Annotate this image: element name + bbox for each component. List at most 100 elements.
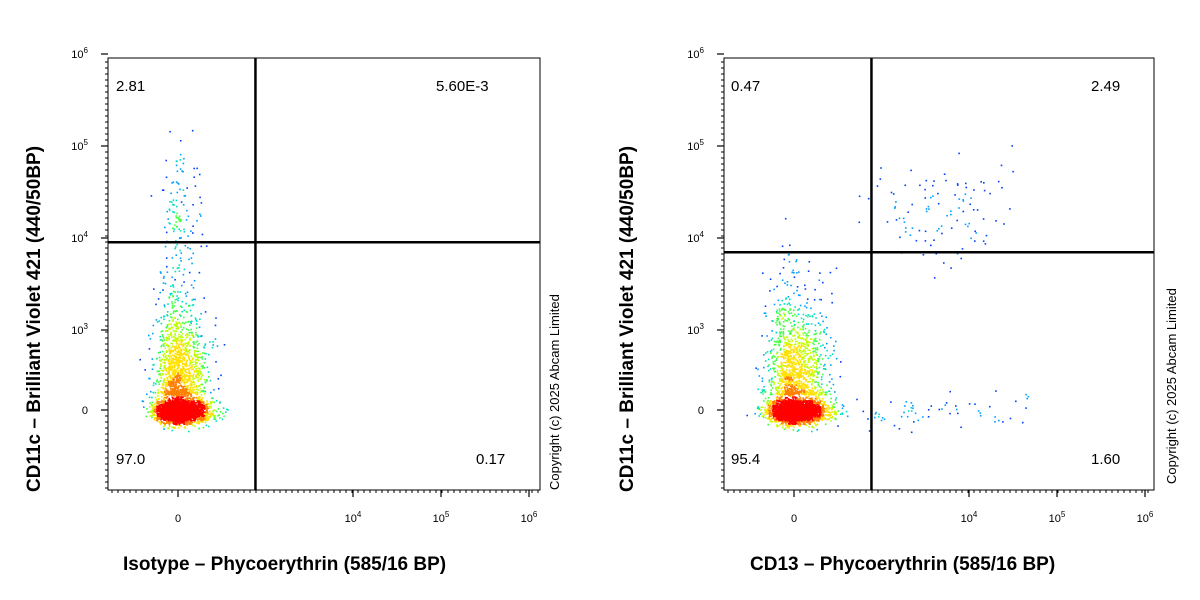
event-point — [180, 351, 183, 354]
event-point — [1002, 421, 1004, 423]
event-point — [775, 311, 778, 313]
quadrant-top-right-value: 5.60E-3 — [436, 78, 489, 95]
event-point — [197, 367, 199, 369]
event-point — [188, 388, 190, 391]
event-point — [181, 419, 184, 421]
event-point — [178, 367, 180, 369]
event-point — [160, 316, 162, 319]
event-point — [192, 298, 195, 301]
event-point — [199, 213, 201, 215]
event-point — [162, 337, 165, 339]
event-point — [188, 357, 190, 360]
event-point — [179, 159, 182, 161]
event-point — [776, 320, 778, 322]
event-point — [197, 415, 199, 418]
event-point — [212, 409, 215, 411]
event-point — [190, 331, 192, 334]
event-point — [180, 324, 182, 326]
event-point — [181, 389, 184, 392]
event-point — [199, 378, 201, 380]
event-point — [181, 376, 183, 379]
event-point — [880, 419, 883, 422]
event-point — [185, 407, 187, 410]
event-point — [169, 415, 172, 417]
event-point — [174, 357, 177, 359]
event-point — [170, 192, 172, 195]
event-point — [809, 315, 811, 317]
event-point — [156, 419, 158, 421]
event-point — [775, 343, 777, 346]
event-point — [930, 405, 933, 407]
event-point — [142, 400, 145, 403]
event-point — [163, 315, 166, 318]
event-point — [203, 367, 206, 369]
event-point — [174, 386, 176, 389]
event-point — [174, 411, 177, 413]
event-point — [150, 195, 153, 197]
event-point — [185, 416, 188, 418]
event-point — [181, 421, 184, 424]
event-point — [178, 423, 181, 426]
plot-frame — [107, 57, 541, 491]
event-point — [187, 394, 189, 396]
event-point — [196, 386, 198, 389]
event-point — [197, 372, 200, 374]
event-point — [189, 338, 191, 341]
event-point — [183, 390, 185, 393]
event-point — [950, 210, 952, 213]
event-point — [181, 362, 184, 364]
event-point — [788, 261, 791, 263]
event-point — [822, 368, 825, 370]
event-point — [173, 395, 175, 397]
y-tick-label: 106 — [71, 46, 88, 61]
event-point — [176, 420, 179, 423]
event-point — [197, 335, 199, 338]
event-point — [198, 414, 201, 416]
event-point — [175, 409, 177, 412]
event-point — [174, 352, 176, 355]
event-point — [910, 410, 913, 412]
event-point — [159, 401, 161, 403]
event-point — [881, 417, 884, 419]
event-point — [181, 340, 183, 343]
event-point — [829, 393, 832, 396]
event-point — [813, 333, 816, 336]
event-point — [816, 428, 818, 431]
event-point — [184, 364, 186, 366]
event-point — [204, 344, 206, 347]
event-point — [789, 308, 792, 310]
event-point — [159, 367, 161, 370]
event-point — [807, 323, 810, 325]
event-point — [185, 328, 188, 330]
event-point — [181, 417, 183, 419]
event-point — [796, 332, 799, 334]
event-point — [160, 369, 163, 372]
event-point — [167, 379, 169, 382]
event-point — [177, 408, 180, 411]
event-point — [181, 363, 184, 365]
event-point — [168, 394, 170, 396]
event-point — [152, 414, 155, 417]
event-point — [178, 359, 181, 361]
event-point — [162, 388, 165, 390]
event-point — [890, 401, 892, 403]
event-point — [950, 227, 953, 229]
event-point — [168, 415, 170, 418]
event-point — [175, 415, 177, 417]
event-point — [177, 402, 180, 405]
event-point — [190, 257, 193, 259]
event-point — [169, 361, 172, 364]
event-point — [188, 404, 190, 406]
event-point — [175, 417, 178, 419]
event-point — [159, 373, 161, 375]
event-point — [169, 401, 172, 404]
event-point — [167, 355, 170, 357]
event-point — [208, 413, 210, 416]
event-point — [815, 366, 818, 368]
event-point — [762, 272, 764, 274]
event-point — [195, 374, 198, 376]
event-point — [196, 167, 198, 170]
event-point — [204, 407, 206, 409]
event-point — [782, 308, 785, 310]
